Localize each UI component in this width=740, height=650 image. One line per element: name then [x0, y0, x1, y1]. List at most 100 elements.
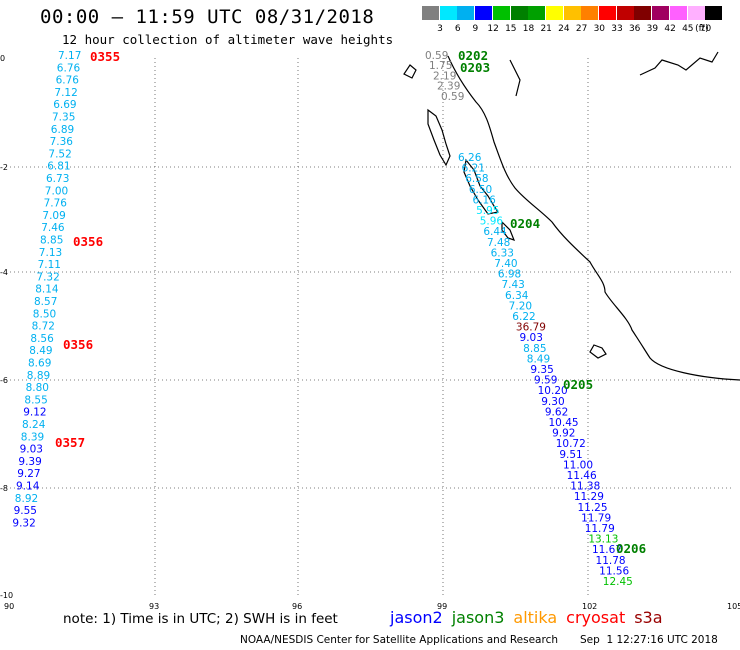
legend-label: 33	[611, 24, 623, 34]
swh-value: 9.32	[12, 517, 35, 529]
swh-value: 6.76	[56, 75, 80, 87]
satellite-label-altika: altika	[513, 608, 558, 627]
swh-value: 8.56	[30, 333, 54, 345]
swh-value: 11.46	[567, 470, 597, 482]
swh-value: 8.85	[523, 343, 546, 355]
swh-value: 6.26	[458, 152, 482, 164]
swh-value: 8.85	[40, 235, 63, 247]
swh-value: 8.14	[35, 284, 59, 296]
swh-value: 6.73	[46, 173, 69, 185]
chart-subtitle: 12 hour collection of altimeter wave hei…	[62, 32, 394, 47]
swh-value: 8.80	[26, 382, 49, 394]
legend-label: 42	[664, 24, 676, 34]
legend-swatch	[492, 6, 510, 20]
swh-value: 9.55	[14, 505, 37, 517]
swh-value: 7.36	[50, 136, 74, 148]
legend-swatch	[687, 6, 705, 20]
legend-swatch	[652, 6, 670, 20]
swh-value: 7.76	[44, 198, 68, 210]
swh-value: 6.69	[53, 99, 76, 111]
swh-value: 8.72	[32, 321, 55, 333]
x-tick-label: 93	[149, 602, 159, 611]
satellite-legend: jason2 jason3 altika cryosat s3a	[390, 608, 672, 627]
legend-swatch	[581, 6, 599, 20]
legend-label: 21	[540, 24, 552, 34]
x-tick-label: 102	[582, 602, 597, 611]
swh-value: 6.58	[465, 173, 488, 185]
generation-timestamp: Sep 1 12:27:16 UTC 2018	[580, 634, 718, 646]
legend-label: 9	[472, 24, 479, 34]
y-tick-label: -10	[0, 591, 13, 600]
axis-tick-labels: 90 93 96 99 102 105 0 -2 -4 -6 -8 -10	[0, 54, 740, 611]
y-tick-label: -4	[0, 268, 8, 277]
pass-time-label: 0204	[510, 216, 540, 231]
satellite-label-s3a: s3a	[634, 608, 663, 627]
swh-value: 6.33	[491, 247, 514, 259]
legend-swatch	[528, 6, 546, 20]
swh-value: 9.14	[16, 481, 40, 493]
swh-value: 8.49	[29, 345, 52, 357]
swh-value: 11.78	[596, 555, 626, 567]
pass-time-label: 0357	[55, 435, 85, 450]
swh-value: 9.27	[17, 468, 40, 480]
swh-value: 7.00	[45, 185, 68, 197]
legend-label: 12	[487, 24, 499, 34]
legend-swatch	[510, 6, 528, 20]
pass-time-label: 0206	[616, 541, 646, 556]
swh-value: 12.45	[603, 576, 633, 588]
x-tick-label: 99	[437, 602, 447, 611]
swh-value: 7.09	[42, 210, 65, 222]
swh-value: 2.39	[437, 81, 460, 93]
swh-value: 11.25	[577, 502, 607, 514]
swh-value: 6.76	[57, 62, 81, 74]
swh-value: 11.79	[585, 523, 615, 535]
swh-value: 8.50	[33, 308, 56, 320]
credit-line: NOAA/NESDIS Center for Satellite Applica…	[240, 634, 558, 646]
swh-value: 8.57	[34, 296, 57, 308]
swh-value: 0.59	[425, 50, 448, 62]
swh-value: 6.44	[483, 226, 507, 238]
swh-value: 8.92	[15, 493, 38, 505]
swh-value: 11.38	[570, 481, 600, 493]
legend-label: 70	[699, 24, 712, 34]
swh-value: 7.20	[509, 300, 532, 312]
swh-value: 10.20	[538, 385, 568, 397]
legend-swatch	[599, 6, 616, 20]
swh-value: 8.49	[527, 353, 550, 365]
swh-value: 2.19	[433, 70, 456, 82]
y-tick-label: -6	[0, 376, 8, 385]
swh-value: 6.89	[51, 124, 74, 136]
x-tick-label: 90	[4, 602, 14, 611]
swh-value: 1.75	[429, 60, 452, 72]
swh-value: 9.35	[530, 364, 553, 376]
legend-label: 45	[682, 24, 694, 34]
pass-time-label: 0205	[563, 377, 593, 392]
swh-value: 9.39	[18, 456, 41, 468]
pass-time-label: 0203	[460, 60, 490, 75]
swh-value: 9.03	[20, 444, 43, 456]
satellite-label-cryosat: cryosat	[566, 608, 626, 627]
y-tick-label: -8	[0, 484, 8, 493]
legend-swatch	[457, 6, 475, 20]
coastline	[403, 51, 740, 381]
swh-value: 6.21	[462, 163, 485, 175]
swh-value: 9.59	[534, 375, 557, 387]
swh-value: 8.69	[28, 358, 51, 370]
legend-swatch	[475, 6, 493, 20]
swh-value: 6.50	[469, 184, 492, 196]
swh-value: 9.03	[520, 332, 543, 344]
swh-value: 7.13	[39, 247, 62, 259]
swh-value: 7.40	[494, 258, 517, 270]
swh-value: 11.79	[581, 512, 611, 524]
swh-value: 11.00	[563, 459, 593, 471]
legend-label: 3	[437, 24, 443, 34]
y-tick-label: -2	[0, 163, 8, 172]
swh-value: 9.12	[23, 407, 46, 419]
swh-value: 13.13	[588, 534, 618, 546]
swh-value: 36.79	[516, 322, 546, 334]
swh-value: 5.95	[476, 205, 499, 217]
pass-time-label: 0356	[73, 234, 103, 249]
legend-label: 24	[558, 24, 570, 34]
swh-value: 7.35	[52, 112, 75, 124]
